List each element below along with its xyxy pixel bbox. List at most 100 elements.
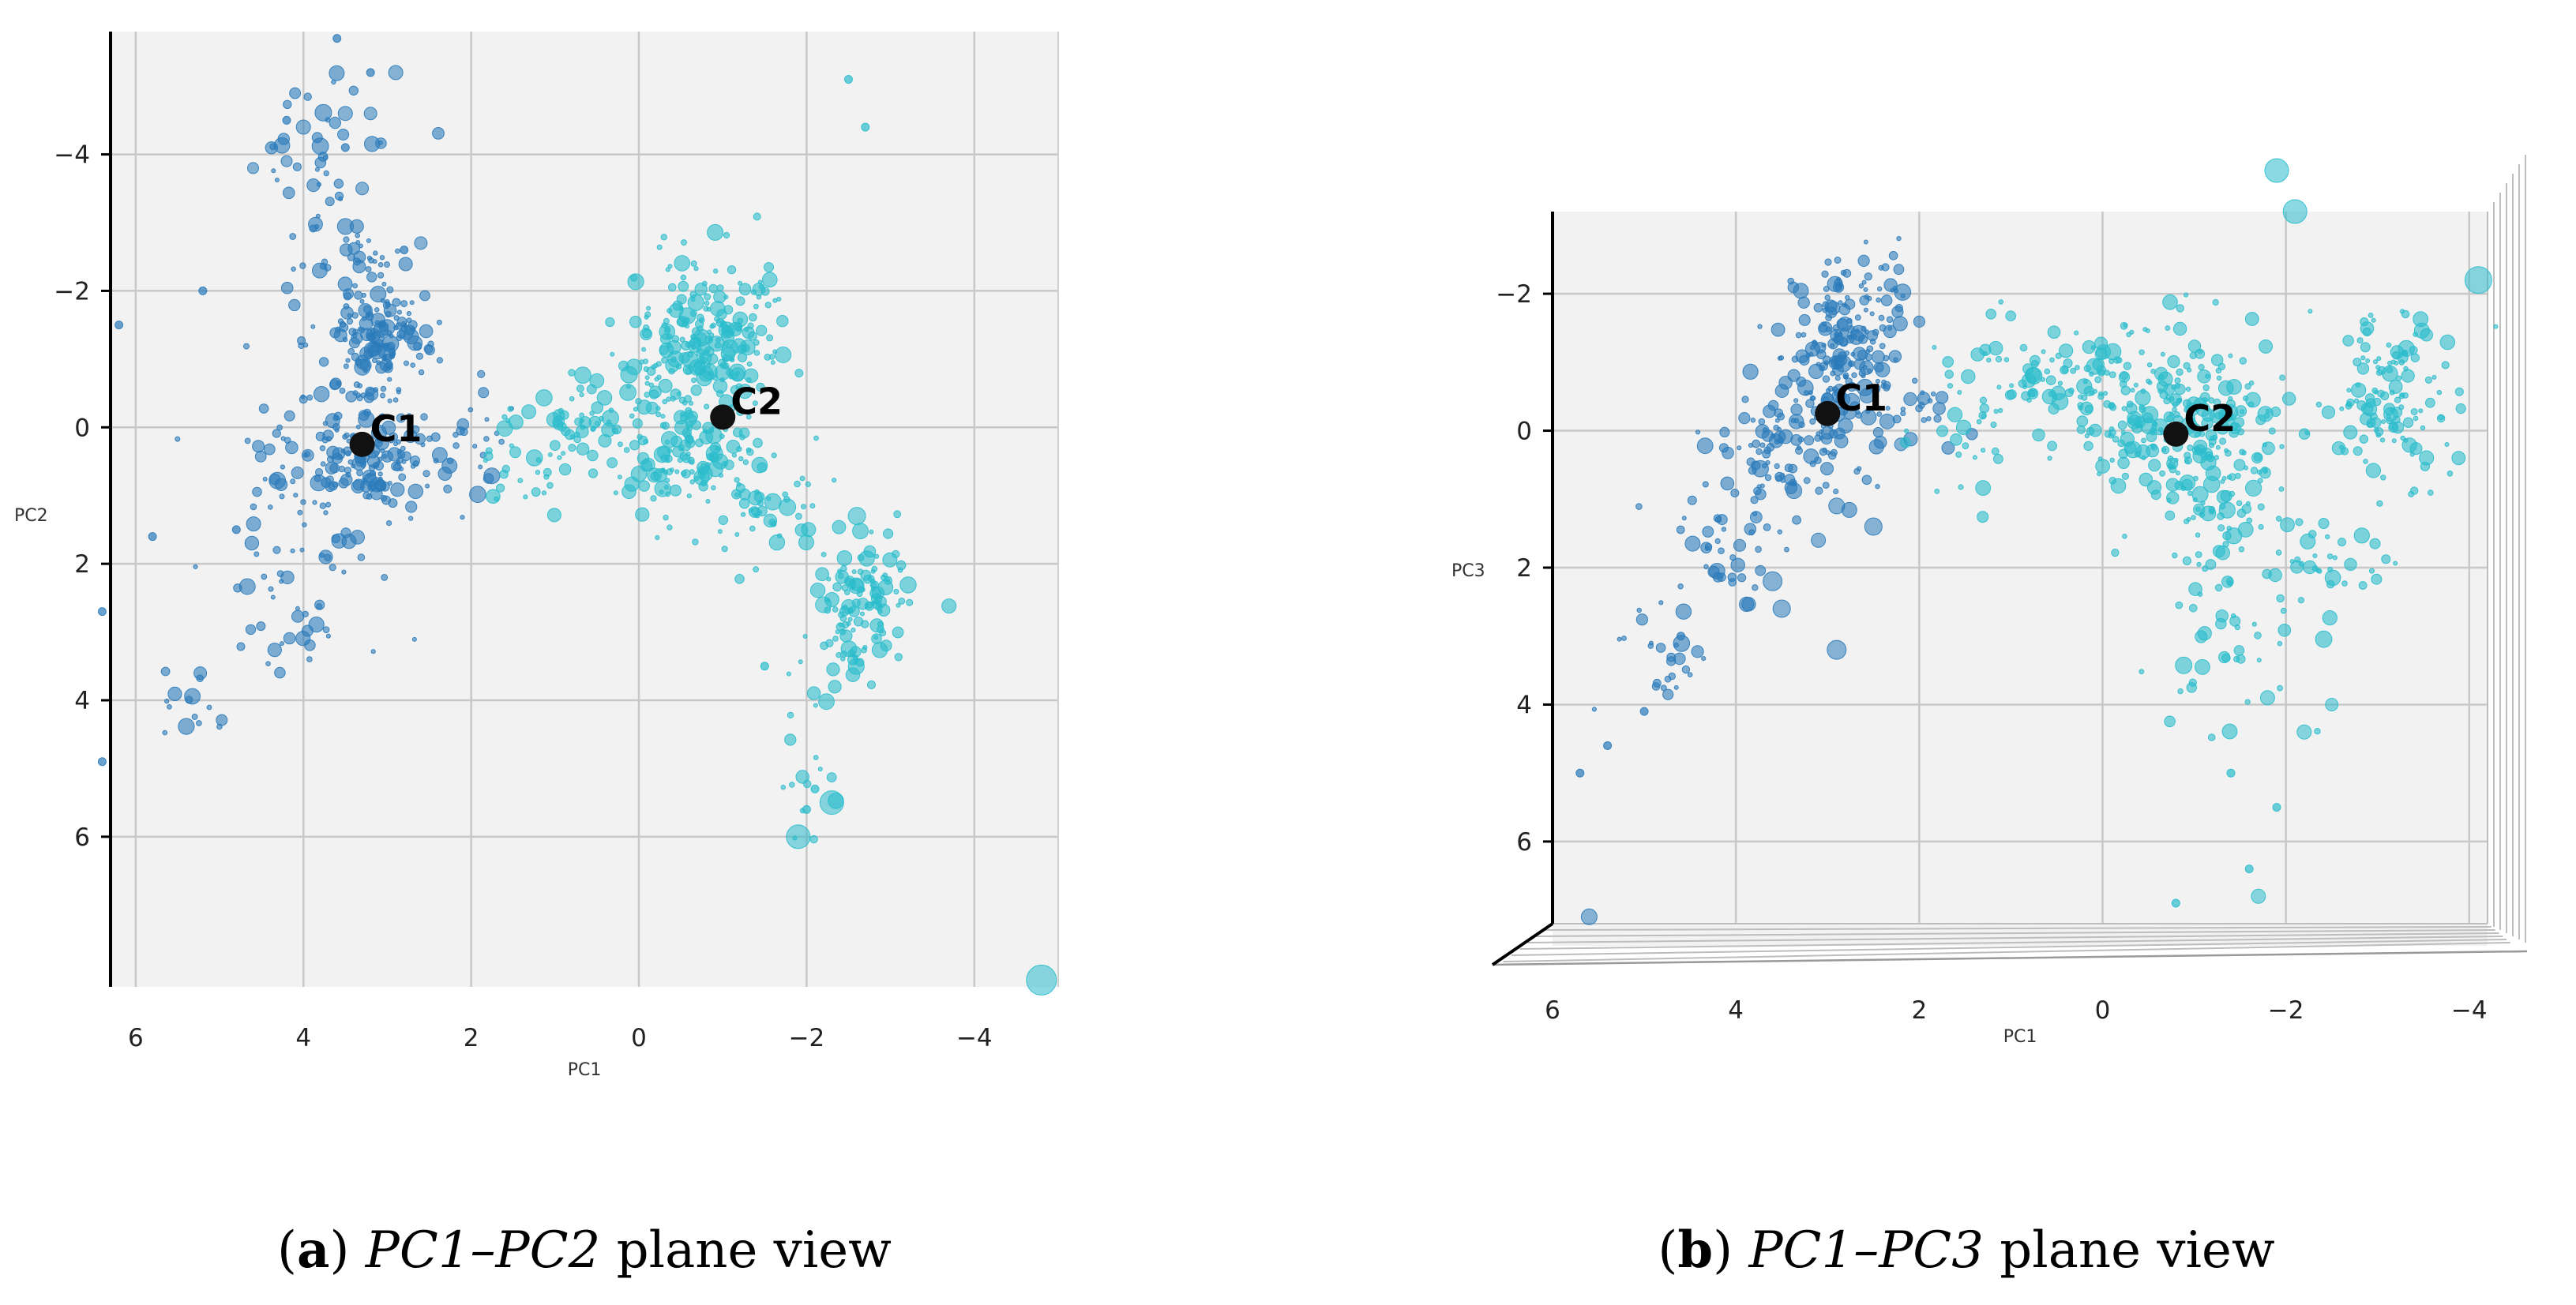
panel-a-point-c1 <box>348 85 359 96</box>
panel-b-point-c1 <box>1702 526 1714 538</box>
panel-a-point-c1 <box>318 357 329 367</box>
panel-b-point-c2 <box>2214 583 2223 592</box>
panel-b-point-c2 <box>2097 393 2105 400</box>
panel-b-point-c1 <box>1870 384 1881 394</box>
panel-b-point-c2 <box>2025 366 2041 384</box>
panel-b-point-c2 <box>2436 414 2446 423</box>
panel-b-point-c1 <box>1621 636 1627 641</box>
panel-b-point-c2 <box>2243 395 2249 402</box>
panel-b-point-c2 <box>2326 553 2334 560</box>
panel-a-point-c2 <box>856 598 869 610</box>
panel-a-point-c1 <box>415 352 424 360</box>
panel-a-point-c2 <box>606 457 618 468</box>
panel-b-point-c2 <box>2049 357 2055 363</box>
panel-a-point-c1 <box>345 391 358 403</box>
panel-b-point-c1 <box>1801 332 1807 338</box>
panel-a-point-c1 <box>254 450 267 463</box>
panel-b-point-c2 <box>2346 388 2352 393</box>
panel-a-point-c2 <box>716 284 724 292</box>
panel-b-point-c2 <box>2083 385 2094 396</box>
panel-b-point-c2 <box>2159 470 2166 477</box>
panel-b-point-c2 <box>2360 342 2371 353</box>
panel-a-point-c2 <box>623 447 630 453</box>
panel-a-point-c2 <box>798 659 803 665</box>
panel-a-point-c1 <box>396 329 406 339</box>
panel-b-point-c2 <box>2424 376 2432 384</box>
panel-b-point-c2 <box>2233 459 2246 471</box>
panel-a-point-c2 <box>501 414 508 420</box>
panel-b-point-c2 <box>2117 420 2127 430</box>
panel-a-point-c2 <box>753 350 760 356</box>
panel-a-point-c1 <box>309 224 317 233</box>
panel-a-point-c2 <box>705 427 723 444</box>
panel-a-point-c1 <box>311 137 329 156</box>
panel-b-point-c2 <box>2070 367 2077 374</box>
panel-b-point-c1 <box>1883 278 1898 292</box>
panel-a-point-c1 <box>364 136 381 152</box>
panel-b-point-c2 <box>2200 454 2217 471</box>
panel-b-point-c2 <box>2027 388 2039 399</box>
panel-a-point-c2 <box>680 411 685 418</box>
panel-a-point-c2 <box>721 546 728 553</box>
panel-b-point-c1 <box>1861 474 1872 486</box>
panel-a-point-c2 <box>738 280 743 286</box>
panel-b-point-c1 <box>1805 399 1815 408</box>
panel-a-point-c1 <box>370 331 385 346</box>
panel-b-point-c2 <box>2005 310 2016 322</box>
panel-a-point-c2 <box>687 294 704 311</box>
panel-b-point-c2 <box>2393 561 2398 566</box>
panel-b-point-c2 <box>2268 568 2282 583</box>
panel-a-point-c1 <box>366 272 377 283</box>
panel-b-point-c2 <box>2325 698 2339 711</box>
panel-b-point-c2 <box>2219 503 2226 510</box>
panel-a-point-c1 <box>392 397 399 403</box>
panel-a-point-c1 <box>483 436 490 442</box>
panel-b-point-c2 <box>2076 415 2089 427</box>
panel-a-point-c1 <box>258 403 269 414</box>
panel-b-point-c2 <box>2428 489 2434 496</box>
panel-a-point-c2 <box>820 552 827 557</box>
panel-a-point-c2 <box>713 290 727 304</box>
panel-b-point-c2 <box>1988 341 2003 356</box>
panel-a-point-c1 <box>398 257 413 272</box>
panel-a-point-c1 <box>355 182 370 196</box>
panel-b-point-c2 <box>2353 398 2360 403</box>
panel-b-point-c1 <box>1764 474 1772 482</box>
panel-b-point-c2 <box>2202 384 2210 392</box>
panel-a-point-c2 <box>845 667 861 682</box>
panel-b-point-c2 <box>2191 515 2196 520</box>
panel-a-point-c2 <box>789 782 795 788</box>
panel-a-point-c1 <box>268 586 274 592</box>
panel-a-point-c2 <box>809 834 818 844</box>
panel-a-point-c2 <box>535 457 542 463</box>
panel-a-point-c1 <box>377 456 383 462</box>
panel-a-point-c2 <box>635 507 650 522</box>
panel-b-centroid-label-c1: C1 <box>1835 377 1887 419</box>
panel-b-point-c1 <box>1763 571 1783 591</box>
panel-b-point-c2 <box>2148 459 2161 472</box>
panel-b-point-c2 <box>2340 447 2349 456</box>
panel-b-point-c2 <box>2316 568 2323 574</box>
panel-a-point-c2 <box>832 519 847 534</box>
panel-a-point-c2 <box>655 406 661 411</box>
panel-a-point-c2 <box>505 418 511 424</box>
panel-b-point-c2 <box>2413 415 2419 422</box>
panel-a-point-c1 <box>422 470 430 478</box>
panel-b-point-c1 <box>1617 636 1622 642</box>
panel-a-point-c2 <box>753 339 760 346</box>
panel-b-point-c1 <box>1798 313 1811 326</box>
panel-a-point-c2 <box>715 389 724 398</box>
panel-a-point-c2 <box>739 339 756 356</box>
panel-a-y-tick-0: −4 <box>54 141 90 170</box>
panel-a-point-c2 <box>715 446 720 452</box>
panel-b-point-c2 <box>2236 428 2245 436</box>
panel-a-point-c1 <box>314 167 320 172</box>
panel-b-point-c1 <box>1784 546 1789 553</box>
panel-a-point-c1 <box>160 666 171 677</box>
panel-a-point-c1 <box>339 388 346 394</box>
panel-a-point-c2 <box>877 609 883 614</box>
panel-a-point-c1 <box>386 520 392 527</box>
panel-a-point-c2 <box>867 680 876 689</box>
panel-b-point-c2 <box>2064 388 2074 398</box>
panel-b-point-c2 <box>2339 406 2345 411</box>
